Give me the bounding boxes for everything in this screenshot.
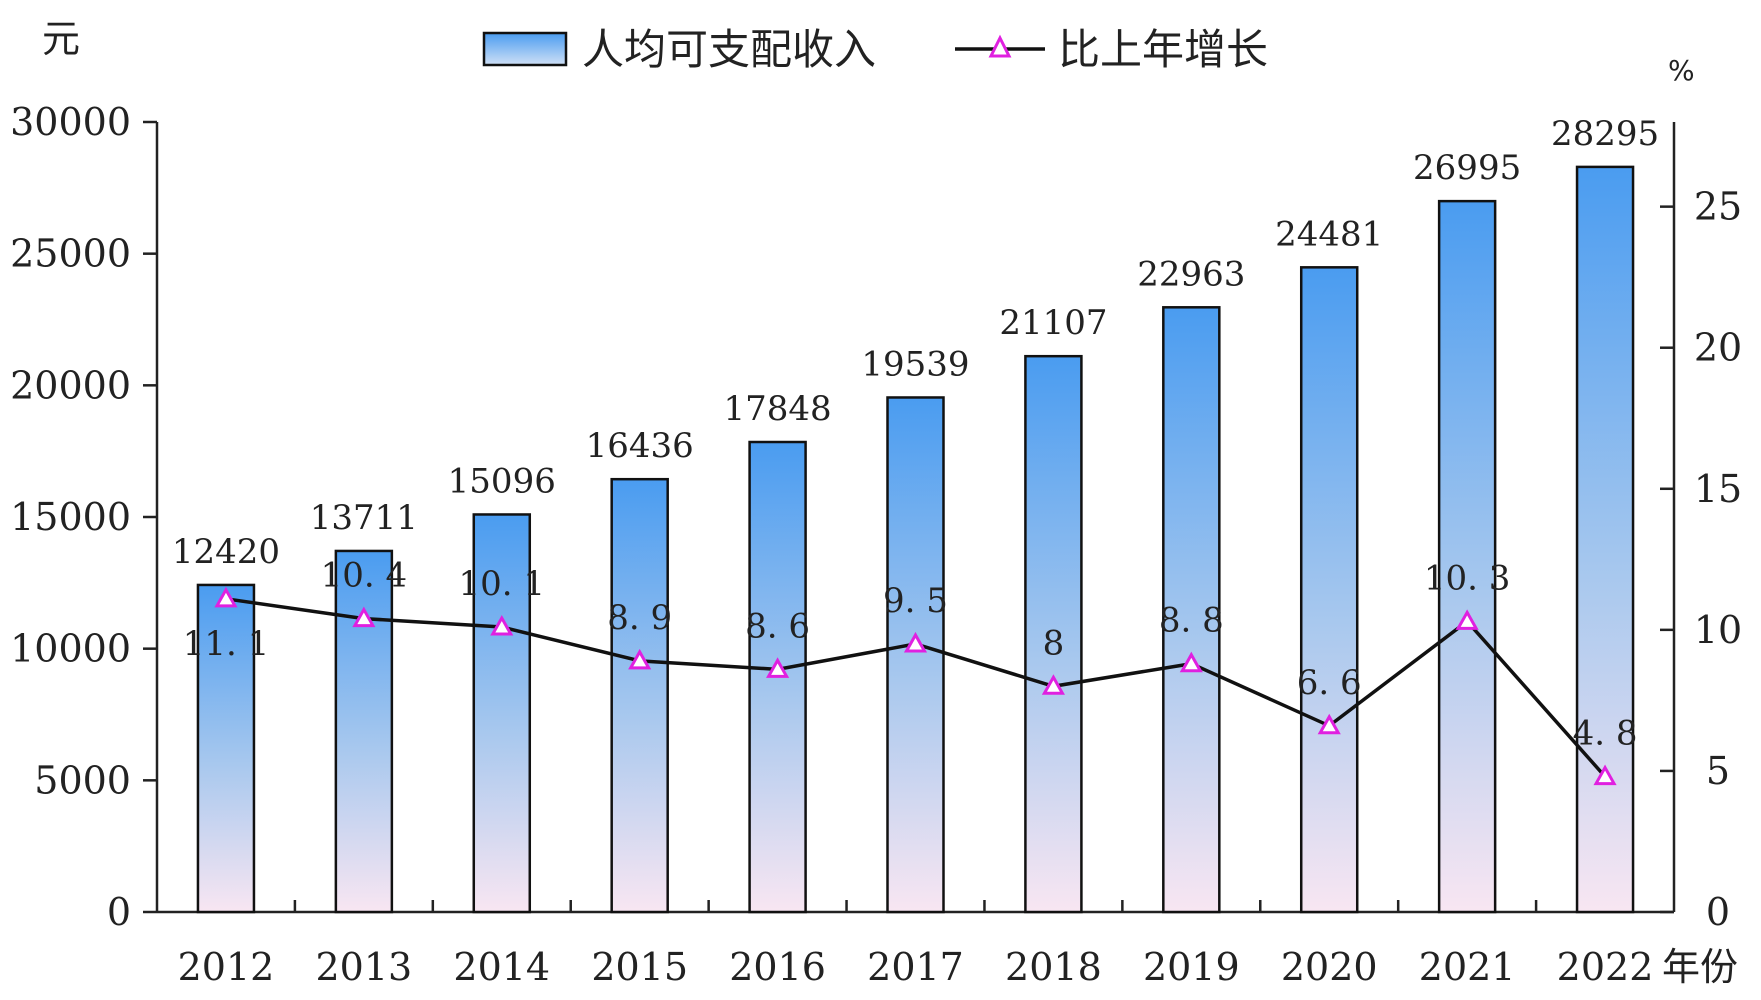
right-tick-label: 0 bbox=[1706, 890, 1730, 934]
growth-marker bbox=[1317, 713, 1341, 735]
right-tick-label: 5 bbox=[1706, 749, 1730, 793]
right-tick-label: 15 bbox=[1694, 467, 1742, 511]
growth-value-label: 10. 4 bbox=[321, 556, 408, 596]
growth-value-label: 8 bbox=[1043, 623, 1065, 663]
bar-value-label: 28295 bbox=[1551, 114, 1659, 154]
bar bbox=[610, 477, 669, 914]
right-tick-label: 20 bbox=[1694, 326, 1742, 370]
legend-line-marker bbox=[988, 34, 1012, 58]
bar-value-label: 22963 bbox=[1137, 254, 1245, 294]
growth-marker bbox=[1041, 674, 1065, 695]
bar bbox=[1024, 354, 1083, 914]
growth-value-label: 10. 1 bbox=[459, 564, 546, 604]
bar-value-label: 15096 bbox=[448, 461, 556, 501]
growth-value-label: 4. 8 bbox=[1573, 714, 1638, 754]
left-tick-label: 25000 bbox=[10, 232, 131, 276]
x-tick-label: 2016 bbox=[729, 945, 826, 989]
legend: 人均可支配收入 比上年增长 bbox=[482, 25, 1268, 74]
bar-value-label: 21107 bbox=[999, 303, 1107, 343]
growth-marker bbox=[1455, 609, 1479, 630]
bar-value-label: 24481 bbox=[1275, 214, 1383, 254]
bar-value-label: 26995 bbox=[1413, 148, 1521, 188]
left-tick-label: 30000 bbox=[10, 100, 131, 144]
growth-marker bbox=[352, 606, 376, 628]
bar bbox=[472, 513, 532, 914]
growth-marker bbox=[903, 631, 928, 653]
left-axis-ticks: 0 5000 10000 15000 20000 25000 30000 bbox=[10, 100, 157, 934]
x-tick-label: 2018 bbox=[1005, 945, 1102, 989]
line-series bbox=[214, 586, 1617, 786]
legend-bar-label: 人均可支配收入 bbox=[582, 25, 876, 74]
x-tick-label: 2012 bbox=[178, 945, 275, 989]
x-tick-label: 2014 bbox=[453, 945, 550, 989]
legend-line-label: 比上年增长 bbox=[1058, 25, 1268, 74]
x-tick-label: 2013 bbox=[316, 945, 413, 989]
x-tick-label: 2017 bbox=[867, 945, 964, 989]
left-tick-label: 20000 bbox=[10, 363, 131, 407]
left-tick-label: 5000 bbox=[34, 758, 131, 802]
growth-marker bbox=[1593, 764, 1617, 786]
x-tick-label: 2020 bbox=[1281, 945, 1378, 989]
x-tick-label: 2019 bbox=[1143, 945, 1240, 989]
bar-value-labels: 12420 13711 15096 16436 17848 19539 21107 22963… bbox=[172, 114, 1659, 572]
bar-value-label: 19539 bbox=[861, 344, 969, 384]
right-tick-label: 10 bbox=[1694, 608, 1742, 652]
bar-value-label: 12420 bbox=[172, 532, 280, 572]
right-axis-ticks: 0 5 10 15 20 25 bbox=[1660, 185, 1742, 934]
growth-value-label: 6. 6 bbox=[1297, 663, 1362, 703]
growth-value-label: 9. 5 bbox=[883, 581, 948, 621]
x-tick-label: 2015 bbox=[591, 945, 688, 989]
bar-value-label: 17848 bbox=[724, 389, 832, 429]
bar bbox=[196, 583, 256, 914]
left-axis-unit: 元 bbox=[42, 17, 80, 61]
growth-value-label: 8. 8 bbox=[1159, 601, 1224, 641]
bar bbox=[334, 549, 394, 914]
growth-marker bbox=[214, 586, 238, 608]
bar bbox=[1299, 266, 1359, 914]
bar-value-label: 16436 bbox=[586, 426, 694, 466]
x-axis-ticks: 2012 2013 2014 2015 2016 2017 2018 2019 2020 2021… bbox=[178, 900, 1654, 989]
bar-series bbox=[196, 165, 1635, 914]
x-axis-unit: 年份 bbox=[1662, 945, 1738, 989]
growth-marker bbox=[628, 648, 652, 670]
growth-marker bbox=[490, 614, 514, 636]
left-tick-label: 15000 bbox=[10, 495, 131, 539]
growth-marker bbox=[766, 657, 790, 678]
x-tick-label: 2022 bbox=[1557, 945, 1654, 989]
legend-bar-swatch bbox=[482, 31, 568, 67]
growth-value-labels: 11. 1 10. 4 10. 1 8. 9 8. 6 9. 5 8 8. 8 6. 6 10. … bbox=[183, 556, 1638, 754]
x-tick-label: 2021 bbox=[1419, 945, 1516, 989]
bar bbox=[886, 396, 945, 914]
bar bbox=[1437, 199, 1497, 914]
right-axis-unit: % bbox=[1668, 54, 1695, 87]
growth-marker bbox=[1179, 651, 1203, 673]
bar bbox=[1162, 306, 1221, 914]
left-tick-label: 10000 bbox=[10, 627, 131, 671]
right-tick-label: 25 bbox=[1694, 185, 1742, 229]
bar bbox=[1575, 165, 1635, 914]
growth-value-label: 8. 6 bbox=[745, 606, 810, 646]
growth-value-label: 11. 1 bbox=[183, 624, 270, 664]
left-tick-label: 0 bbox=[107, 890, 131, 934]
bar-value-label: 13711 bbox=[310, 498, 418, 538]
growth-value-label: 10. 3 bbox=[1424, 558, 1511, 598]
growth-value-label: 8. 9 bbox=[607, 598, 672, 638]
